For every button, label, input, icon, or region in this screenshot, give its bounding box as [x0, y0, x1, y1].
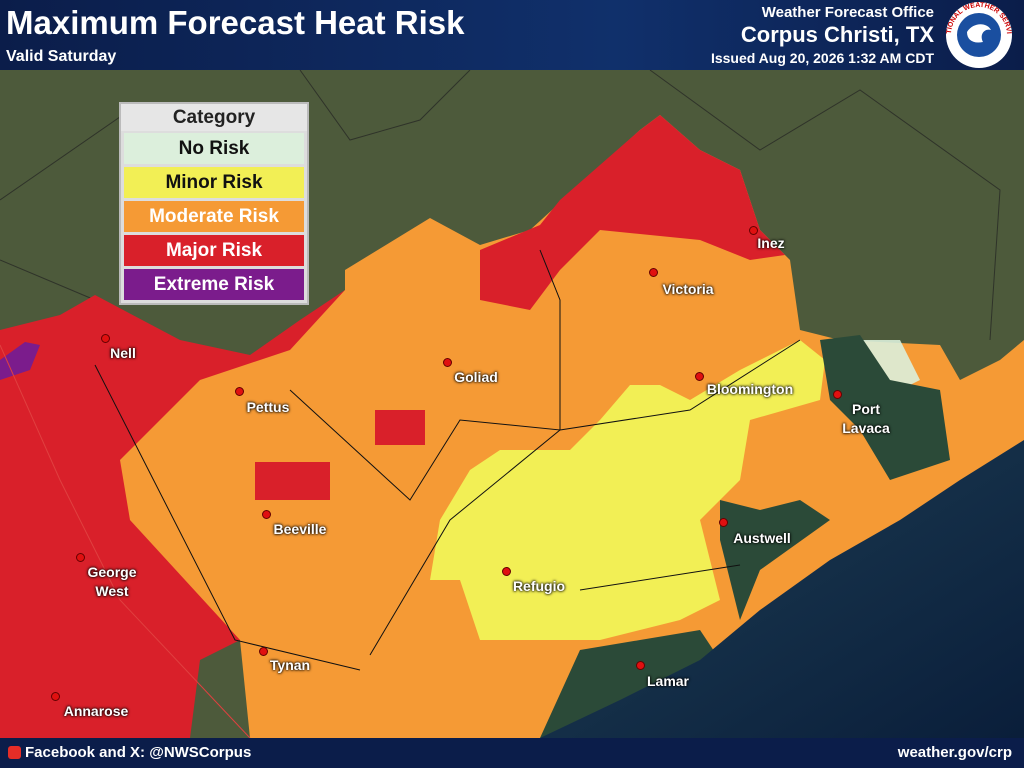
video-icon: [8, 746, 21, 759]
city-label: Victoria: [662, 281, 714, 297]
city-dot: [636, 661, 645, 670]
city-dot: [259, 647, 268, 656]
city-label: Beeville: [273, 521, 327, 537]
legend-item: Extreme Risk: [124, 269, 304, 300]
city-label: Goliad: [454, 369, 498, 385]
city-dot: [502, 567, 511, 576]
location: Corpus Christi, TX: [740, 22, 934, 47]
city-label: Lamar: [646, 673, 690, 689]
url[interactable]: weather.gov/crp: [897, 744, 1012, 761]
city-label: Port Lavaca: [842, 401, 890, 436]
issued: Issued Aug 20, 2026 1:32 AM CDT: [710, 50, 934, 66]
city-dot: [695, 372, 704, 381]
legend-title: Category: [121, 104, 307, 131]
legend: Category No Risk Minor Risk Moderate Risk M…: [119, 102, 309, 305]
city-dot: [833, 390, 842, 399]
footer: Facebook and X: @NWSCorpus weather.gov/c…: [0, 738, 1024, 768]
social: Facebook and X: @NWSCorpus: [25, 744, 252, 761]
city-label: Tynan: [269, 657, 311, 673]
city-label: Refugio: [512, 578, 566, 594]
city-dot: [101, 334, 110, 343]
city-label: Austwell: [733, 530, 791, 546]
legend-item: No Risk: [124, 133, 304, 164]
nws-logo: NATIONAL WEATHER SERVICE: [943, 0, 1012, 68]
legend-item: Major Risk: [124, 235, 304, 266]
subtitle: Valid Saturday: [6, 48, 117, 65]
city-dot: [76, 553, 85, 562]
city-label: Pettus: [246, 399, 290, 415]
city-dot: [719, 518, 728, 527]
city-label: George West: [87, 564, 137, 599]
city-dot: [51, 692, 60, 701]
legend-item: Minor Risk: [124, 167, 304, 198]
title: Maximum Forecast Heat Risk: [6, 4, 465, 41]
city-label: Annarose: [63, 703, 129, 719]
header: Maximum Forecast Heat Risk Valid Saturda…: [0, 0, 1024, 70]
legend-item: Moderate Risk: [124, 201, 304, 232]
office: Weather Forecast Office: [761, 4, 934, 21]
city-dot: [235, 387, 244, 396]
city-label: Inez: [757, 235, 785, 251]
city-dot: [262, 510, 271, 519]
city-dot: [443, 358, 452, 367]
city-label: Nell: [110, 345, 136, 361]
city-label: Bloomington: [706, 381, 794, 397]
city-dot: [649, 268, 658, 277]
city-dot: [749, 226, 758, 235]
